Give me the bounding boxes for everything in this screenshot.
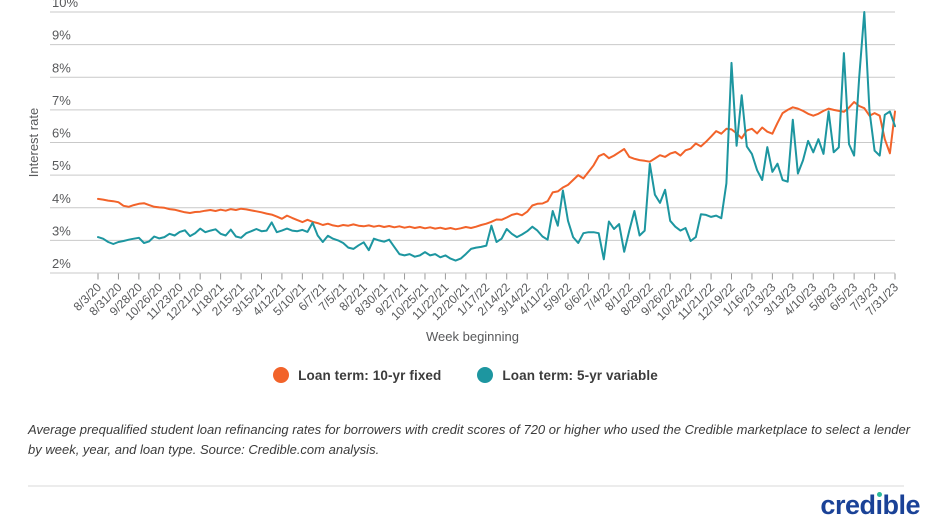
y-tick-label: 7% xyxy=(52,93,71,108)
credible-logo: credı ble xyxy=(820,489,920,521)
interest-rate-line-chart: 10% 9% 8% 7% 6% 5% 4% 3% 2%8/3/208/31/209/28/201… xyxy=(26,0,902,344)
y-axis-title: Interest rate xyxy=(26,108,41,177)
series-line-loan-term-5-yr-variable xyxy=(97,11,896,262)
x-axis-title: Week beginning xyxy=(426,329,519,344)
y-tick-label: 5% xyxy=(52,158,71,173)
y-tick-label: 9% xyxy=(52,28,71,43)
y-tick-label: 8% xyxy=(52,60,71,75)
y-axis-labels: 10% 9% 8% 7% 6% 5% 4% 3% 2% xyxy=(52,0,78,271)
footer-divider xyxy=(28,485,904,487)
x-axis-ticks xyxy=(97,273,896,280)
y-tick-label: 2% xyxy=(52,256,71,271)
y-tick-label: 3% xyxy=(52,223,71,238)
y-tick-label: 4% xyxy=(52,191,71,206)
y-tick-label: 6% xyxy=(52,126,71,141)
chart-footnote: Average prequalified student loan refina… xyxy=(28,422,911,457)
logo-letter-i: ı xyxy=(875,490,883,520)
y-tick-label: 10% xyxy=(52,0,78,10)
gridlines xyxy=(50,11,895,274)
legend-dot-icon xyxy=(273,367,290,383)
legend-label: Loan term: 5-yr variable xyxy=(502,367,658,383)
legend-label: Loan term: 10-yr fixed xyxy=(298,367,442,383)
x-axis-labels: 8/3/208/31/209/28/2010/26/2011/23/2012/2… xyxy=(71,280,902,323)
legend-item: Loan term: 5-yr variable xyxy=(477,367,658,383)
series-line-loan-term-10-yr-fixed xyxy=(97,101,896,231)
logo-text-pre: cred xyxy=(820,490,876,520)
logo-i-dot-accent xyxy=(876,491,883,497)
logo-text-post: ble xyxy=(882,490,920,520)
legend-item: Loan term: 10-yr fixed xyxy=(273,367,441,383)
legend-dot-icon xyxy=(477,367,494,383)
chart-legend: Loan term: 10-yr fixed Loan term: 5-yr va… xyxy=(0,367,931,383)
